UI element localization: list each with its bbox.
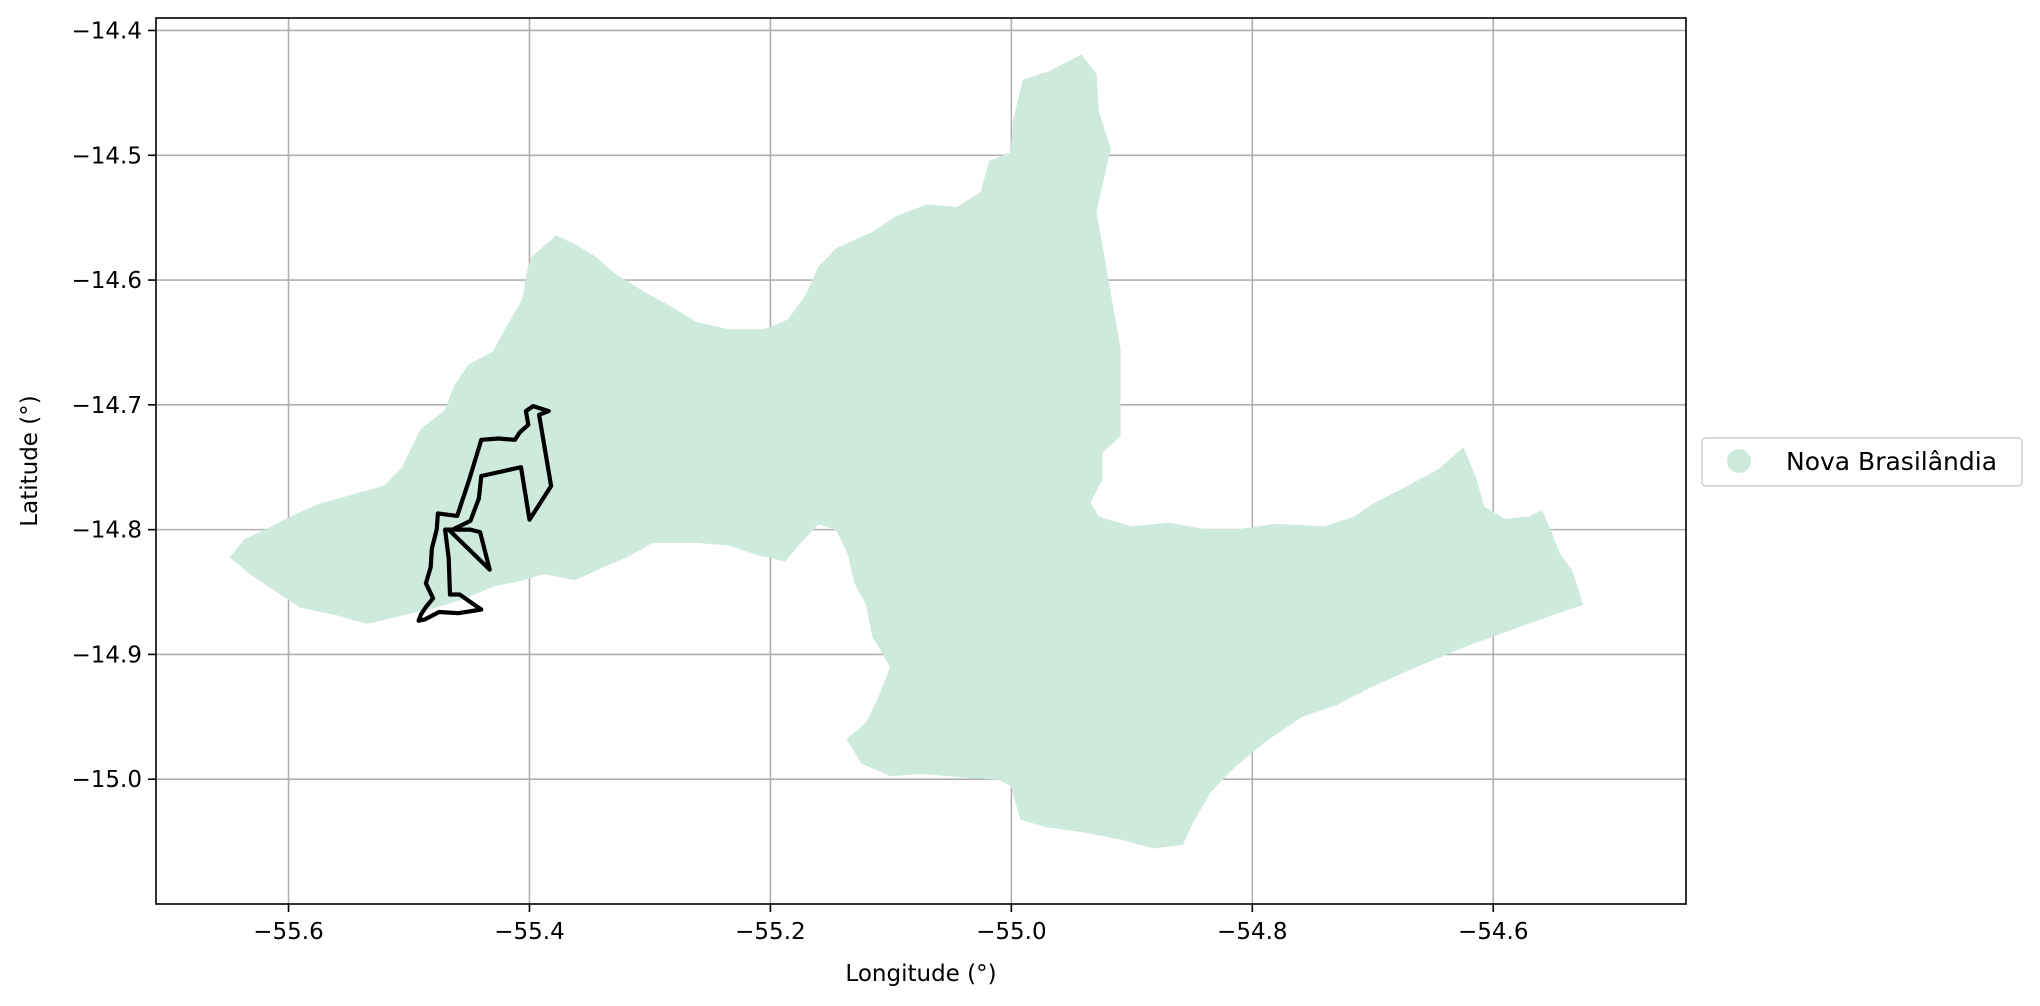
x-axis-ticks: −55.6 −55.4 −55.2 −55.0 −54.8 −54.6 <box>253 904 1528 945</box>
legend-box <box>1701 437 2023 487</box>
y-tick-label-3: −14.7 <box>72 393 142 419</box>
highlight-layer <box>416 404 554 623</box>
legend-marker-nova-brasilandia <box>1727 449 1751 473</box>
y-tick-label-1: −14.5 <box>72 143 142 169</box>
x-tick-label-2: −55.2 <box>735 919 805 945</box>
legend-label-nova-brasilandia: Nova Brasilândia <box>1786 447 1997 476</box>
region-layer <box>229 54 1584 849</box>
y-axis-ticks: −14.4 −14.5 −14.6 −14.7 −14.8 −14.9 −15.0 <box>72 18 156 793</box>
y-tick-label-5: −14.9 <box>72 642 142 668</box>
x-tick-label-3: −55.0 <box>976 919 1046 945</box>
x-axis-label: Longitude (°) <box>845 961 996 987</box>
legend: Nova Brasilândia <box>1701 437 2023 487</box>
region-nova-brasilandia <box>229 54 1584 849</box>
x-tick-label-1: −55.4 <box>494 919 564 945</box>
y-tick-label-2: −14.6 <box>72 268 142 294</box>
highlighted-area-outline <box>416 404 554 623</box>
y-tick-label-6: −15.0 <box>72 767 142 793</box>
x-tick-label-0: −55.6 <box>253 919 323 945</box>
x-tick-label-4: −54.8 <box>1217 919 1287 945</box>
y-tick-label-4: −14.8 <box>72 518 142 544</box>
plot-area-frame <box>155 17 1687 905</box>
y-axis-label: Latitude (°) <box>17 395 43 526</box>
y-tick-label-0: −14.4 <box>72 18 142 44</box>
x-tick-label-5: −54.6 <box>1458 919 1528 945</box>
